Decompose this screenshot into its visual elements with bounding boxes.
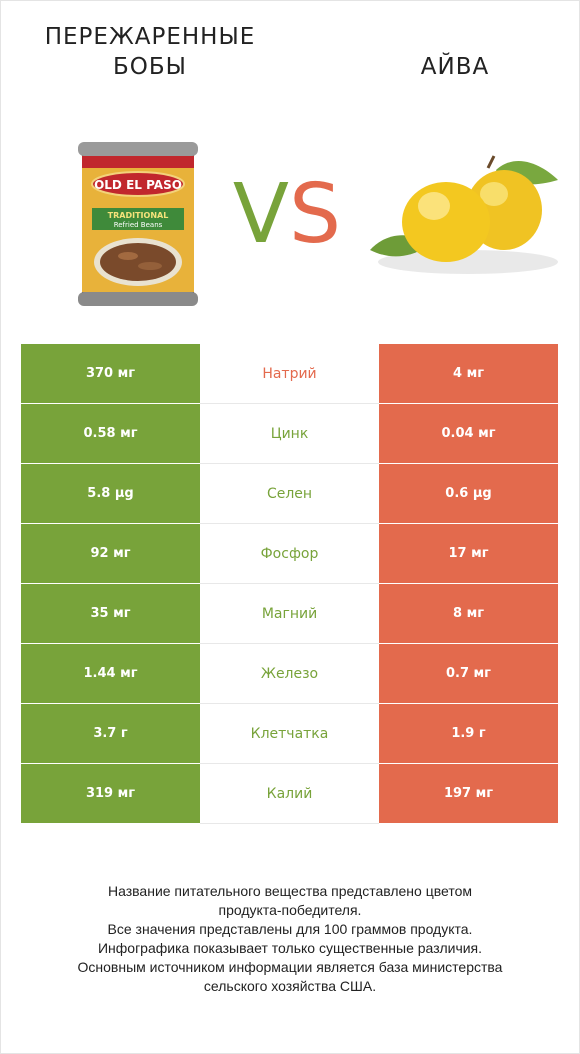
left-value-cell: 1.44 мг xyxy=(21,644,200,704)
left-value-cell: 370 мг xyxy=(21,344,200,404)
left-title-line2: бобы xyxy=(113,54,187,80)
right-value-cell: 1.9 г xyxy=(379,704,558,764)
quince-fruit-image xyxy=(370,155,558,274)
table-row: 92 мг Фосфор 17 мг xyxy=(21,524,558,584)
right-value-cell: 0.7 мг xyxy=(379,644,558,704)
nutrient-name-cell: Селен xyxy=(200,464,379,524)
right-value-cell: 0.6 µg xyxy=(379,464,558,524)
table-row: 5.8 µg Селен 0.6 µg xyxy=(21,464,558,524)
right-value-cell: 4 мг xyxy=(379,344,558,404)
nutrient-name-cell: Натрий xyxy=(200,344,379,404)
vs-letter-v: V xyxy=(232,167,290,262)
nutrient-name-cell: Калий xyxy=(200,764,379,824)
right-value-cell: 0.04 мг xyxy=(379,404,558,464)
right-value-cell: 197 мг xyxy=(379,764,558,824)
svg-text:Refried Beans: Refried Beans xyxy=(114,221,163,229)
footer-line: Название питательного вещества представл… xyxy=(107,883,473,899)
left-value-cell: 0.58 мг xyxy=(21,404,200,464)
svg-text:TRADITIONAL: TRADITIONAL xyxy=(108,211,169,220)
footer-note: Название питательного вещества представл… xyxy=(20,882,560,996)
footer-line: Инфографика показывает только существенн… xyxy=(97,940,483,956)
table-row: 319 мг Калий 197 мг xyxy=(21,764,558,824)
left-value-cell: 3.7 г xyxy=(21,704,200,764)
right-product-title: Айва xyxy=(420,54,490,80)
nutrient-name-cell: Железо xyxy=(200,644,379,704)
right-value-cell: 8 мг xyxy=(379,584,558,644)
left-value-cell: 35 мг xyxy=(21,584,200,644)
left-product-title: Пережаренные бобы xyxy=(20,22,280,82)
nutrient-comparison-table: 370 мг Натрий 4 мг 0.58 мг Цинк 0.04 мг 5.8 µg… xyxy=(21,344,558,824)
footer-line: Все значения представлены для 100 граммо… xyxy=(107,921,473,937)
svg-text:OLD EL PASO: OLD EL PASO xyxy=(94,178,182,192)
table-row: 1.44 мг Железо 0.7 мг xyxy=(21,644,558,704)
footer-line: Основным источником информации является … xyxy=(77,959,503,975)
left-value-cell: 92 мг xyxy=(21,524,200,584)
left-value-cell: 5.8 µg xyxy=(21,464,200,524)
nutrient-name-cell: Цинк xyxy=(200,404,379,464)
left-value-cell: 319 мг xyxy=(21,764,200,824)
nutrient-name-cell: Магний xyxy=(200,584,379,644)
nutrient-name-cell: Фосфор xyxy=(200,524,379,584)
nutrient-name-cell: Клетчатка xyxy=(200,704,379,764)
table-row: 35 мг Магний 8 мг xyxy=(21,584,558,644)
versus-label: VS xyxy=(222,160,352,270)
footer-line: продукта-победителя. xyxy=(218,902,362,918)
refried-beans-can-image: OLD EL PASO TRADITIONAL Refried Beans xyxy=(78,142,198,306)
footer-line: сельского хозяйства США. xyxy=(203,978,377,994)
table-row: 0.58 мг Цинк 0.04 мг xyxy=(21,404,558,464)
right-value-cell: 17 мг xyxy=(379,524,558,584)
left-title-line1: Пережаренные xyxy=(44,24,256,50)
table-row: 370 мг Натрий 4 мг xyxy=(21,344,558,404)
table-row: 3.7 г Клетчатка 1.9 г xyxy=(21,704,558,764)
vs-letter-s: S xyxy=(289,167,342,262)
